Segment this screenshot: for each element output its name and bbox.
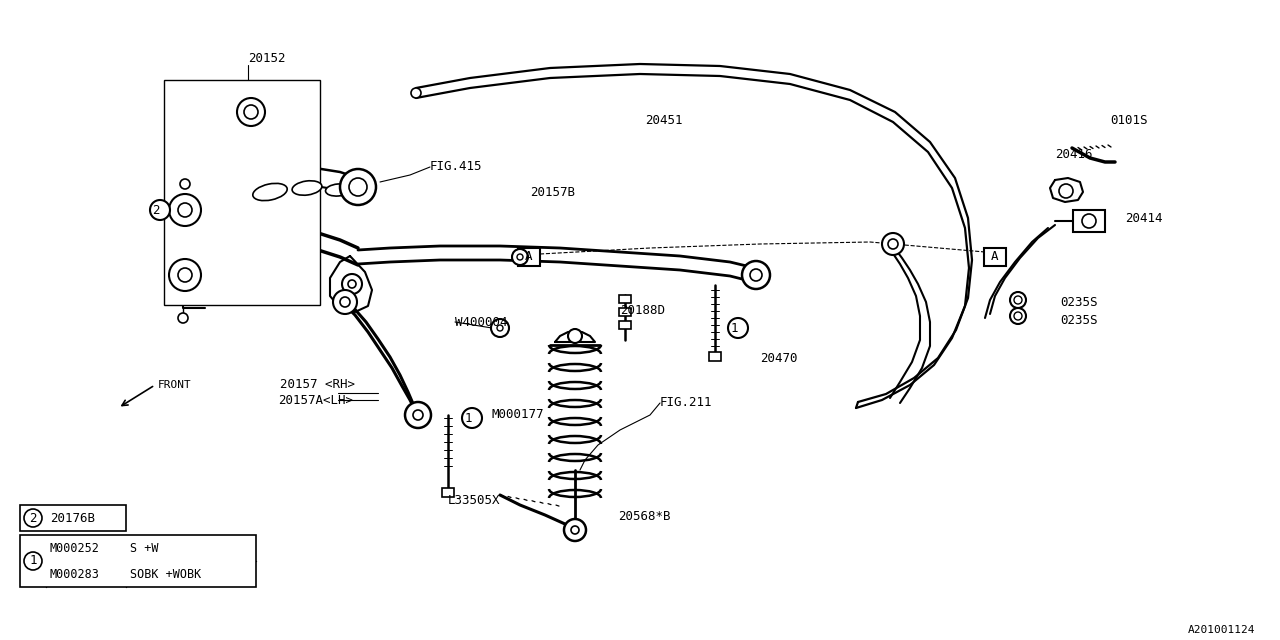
Circle shape bbox=[178, 268, 192, 282]
Bar bbox=[709, 352, 721, 361]
Circle shape bbox=[728, 318, 748, 338]
Circle shape bbox=[411, 88, 421, 98]
Circle shape bbox=[349, 178, 367, 196]
Circle shape bbox=[564, 519, 586, 541]
Bar bbox=[620, 295, 631, 303]
Text: 1: 1 bbox=[465, 412, 472, 424]
Circle shape bbox=[888, 239, 899, 249]
Ellipse shape bbox=[325, 184, 351, 196]
Bar bbox=[620, 321, 631, 329]
Bar bbox=[984, 248, 1006, 266]
Text: 20152: 20152 bbox=[248, 51, 285, 65]
Circle shape bbox=[24, 552, 42, 570]
Text: A201001124: A201001124 bbox=[1188, 625, 1254, 635]
Text: M000252: M000252 bbox=[50, 541, 100, 554]
Text: FIG.211: FIG.211 bbox=[660, 397, 713, 410]
Text: A: A bbox=[991, 250, 998, 264]
Bar bbox=[442, 488, 454, 497]
Circle shape bbox=[1014, 312, 1021, 320]
Text: 1: 1 bbox=[29, 554, 37, 568]
Circle shape bbox=[1010, 292, 1027, 308]
Ellipse shape bbox=[292, 180, 321, 195]
Circle shape bbox=[342, 274, 362, 294]
Text: FIG.415: FIG.415 bbox=[430, 161, 483, 173]
Circle shape bbox=[413, 410, 422, 420]
Circle shape bbox=[512, 249, 529, 265]
Circle shape bbox=[571, 526, 579, 534]
Bar bbox=[20, 535, 256, 587]
Text: A: A bbox=[525, 250, 532, 264]
Text: 0101S: 0101S bbox=[1110, 113, 1147, 127]
Text: 20470: 20470 bbox=[760, 351, 797, 365]
Text: 20157 <RH>: 20157 <RH> bbox=[280, 378, 355, 392]
Circle shape bbox=[1059, 184, 1073, 198]
Bar bbox=[164, 80, 320, 305]
Text: 1: 1 bbox=[731, 321, 737, 335]
Circle shape bbox=[169, 194, 201, 226]
Text: 20176B: 20176B bbox=[50, 511, 95, 525]
Text: 20568*B: 20568*B bbox=[618, 509, 671, 522]
Circle shape bbox=[244, 105, 259, 119]
Circle shape bbox=[462, 408, 483, 428]
Circle shape bbox=[340, 297, 349, 307]
Circle shape bbox=[1014, 296, 1021, 304]
Bar bbox=[620, 308, 631, 316]
Circle shape bbox=[497, 325, 503, 331]
Circle shape bbox=[237, 98, 265, 126]
Circle shape bbox=[169, 259, 201, 291]
Circle shape bbox=[24, 509, 42, 527]
Bar bbox=[1073, 210, 1105, 232]
Text: 20451: 20451 bbox=[645, 113, 682, 127]
Circle shape bbox=[404, 402, 431, 428]
Text: 2: 2 bbox=[29, 511, 37, 525]
Circle shape bbox=[750, 269, 762, 281]
Circle shape bbox=[1082, 214, 1096, 228]
Text: 2: 2 bbox=[152, 204, 160, 216]
Text: W400004: W400004 bbox=[454, 316, 507, 328]
Circle shape bbox=[180, 179, 189, 189]
Bar bbox=[518, 248, 540, 266]
Text: S +W: S +W bbox=[131, 541, 159, 554]
Text: L33505X: L33505X bbox=[448, 493, 500, 506]
Circle shape bbox=[150, 200, 170, 220]
Text: 20416: 20416 bbox=[1055, 148, 1093, 161]
Text: 0235S: 0235S bbox=[1060, 314, 1097, 326]
Text: M000177: M000177 bbox=[492, 408, 544, 422]
Text: M000283: M000283 bbox=[50, 568, 100, 580]
Text: SOBK +WOBK: SOBK +WOBK bbox=[131, 568, 201, 580]
Circle shape bbox=[882, 233, 904, 255]
Text: 20157A<LH>: 20157A<LH> bbox=[278, 394, 353, 406]
Circle shape bbox=[492, 319, 509, 337]
Text: 20414: 20414 bbox=[1125, 211, 1162, 225]
Text: 0235S: 0235S bbox=[1060, 296, 1097, 308]
Text: FRONT: FRONT bbox=[157, 380, 192, 390]
Circle shape bbox=[333, 290, 357, 314]
Circle shape bbox=[178, 203, 192, 217]
Circle shape bbox=[340, 169, 376, 205]
Circle shape bbox=[178, 313, 188, 323]
Circle shape bbox=[1010, 308, 1027, 324]
Circle shape bbox=[568, 329, 582, 343]
Circle shape bbox=[348, 280, 356, 288]
Circle shape bbox=[517, 254, 524, 260]
Ellipse shape bbox=[253, 184, 287, 200]
Text: 20188D: 20188D bbox=[620, 303, 666, 317]
Circle shape bbox=[742, 261, 771, 289]
Bar bbox=[20, 505, 125, 531]
Text: 20157B: 20157B bbox=[530, 186, 575, 200]
